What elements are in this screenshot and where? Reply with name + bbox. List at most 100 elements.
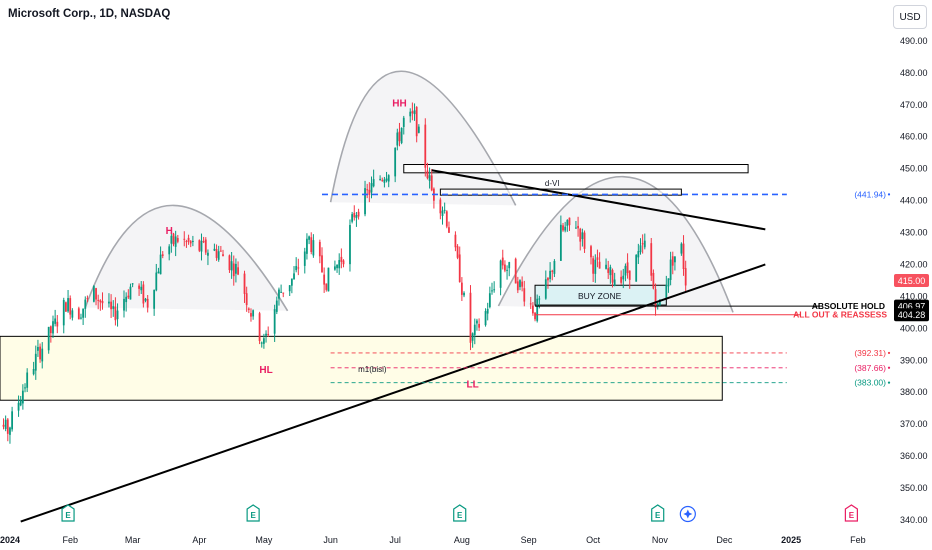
candle-body — [493, 289, 496, 291]
candle-body — [499, 260, 502, 288]
level-dot — [887, 351, 891, 355]
support-zone-box[interactable] — [0, 335, 723, 401]
candle-body — [669, 259, 672, 280]
candle-body — [47, 326, 50, 351]
candle-body — [637, 251, 640, 258]
candle-body — [2, 424, 5, 427]
candle-body — [306, 238, 308, 254]
candle-body — [11, 411, 14, 430]
candle-body — [303, 251, 306, 266]
candle-body — [131, 283, 134, 285]
earnings-icon[interactable]: E — [651, 504, 665, 522]
candle-body — [200, 240, 203, 252]
candle-body — [643, 240, 646, 248]
candle-body — [448, 227, 450, 233]
x-tick-label: Dec — [716, 535, 733, 545]
candle-body — [486, 308, 489, 314]
candle-body — [471, 333, 474, 341]
y-tick-label: 360.00 — [900, 451, 928, 461]
earnings-icon[interactable]: E — [453, 504, 467, 522]
candle-body — [207, 252, 209, 256]
candle-body — [204, 239, 207, 253]
earnings-icon-shape — [844, 504, 858, 522]
candle-body — [469, 292, 472, 343]
label-h: H — [166, 226, 173, 237]
candle-body — [428, 175, 431, 181]
candle-body — [183, 238, 186, 240]
x-tick-label: Jul — [389, 535, 401, 545]
candle-body — [228, 255, 231, 271]
candle-body — [260, 342, 263, 344]
x-tick-label: 2025 — [781, 535, 801, 545]
candle-body — [278, 289, 280, 299]
earnings-icon[interactable]: E — [61, 504, 75, 522]
candle-body — [674, 256, 676, 263]
candle-body — [353, 212, 356, 218]
uptrend-line[interactable] — [20, 263, 766, 523]
candle-body — [531, 305, 534, 314]
candle-body — [605, 264, 607, 269]
earnings-icon[interactable]: E — [246, 504, 260, 522]
candle-body — [17, 402, 20, 411]
earnings-icon-letter: E — [457, 511, 463, 520]
candle-body — [4, 419, 7, 429]
candle-body — [583, 232, 586, 249]
label-level-383-00: (383.00) — [854, 378, 886, 388]
earnings-icon[interactable]: E — [844, 504, 858, 522]
candle-body — [402, 117, 405, 127]
candle-body — [243, 273, 246, 294]
candle-body — [318, 241, 321, 257]
price-tag-all-out: 404.28 — [898, 310, 926, 320]
arc-dome-2 — [329, 70, 517, 206]
candle-body — [41, 348, 44, 362]
candle-body — [153, 289, 156, 309]
candle-body — [129, 286, 132, 300]
earnings-icon-shape — [246, 504, 260, 522]
arc-dome-3-fill — [498, 176, 734, 313]
candle-body — [635, 255, 638, 282]
candle-body — [398, 131, 401, 142]
y-tick-label: 470.00 — [900, 100, 928, 110]
candle-body — [396, 132, 399, 146]
candle-body — [213, 248, 216, 251]
y-tick-label: 420.00 — [900, 259, 928, 269]
candle-body — [267, 333, 270, 335]
x-tick-label: Aug — [454, 535, 470, 545]
candle-body — [385, 178, 388, 181]
candle-body — [596, 257, 599, 260]
candle-body — [65, 302, 67, 312]
candle-body — [426, 170, 429, 179]
candle-body — [458, 254, 461, 283]
candle-body — [312, 240, 315, 256]
candle-body — [97, 299, 100, 301]
candle-body — [336, 264, 338, 269]
downtrend-line[interactable] — [431, 169, 766, 231]
candle-body — [127, 295, 130, 298]
earnings-icon-shape — [453, 504, 467, 522]
arc-dome-1 — [84, 204, 289, 312]
y-tick-label: 340.00 — [900, 515, 928, 525]
candle-body — [146, 298, 149, 308]
candle-body — [519, 280, 521, 288]
price-tag-all-out-box — [894, 308, 929, 322]
candle-body — [549, 270, 552, 280]
candle-body — [366, 189, 369, 191]
price-tag-absolute-hold: 406.97 — [898, 301, 926, 311]
candle-body — [577, 225, 579, 229]
candle-body — [198, 240, 201, 251]
arc-dome-3 — [497, 175, 734, 313]
level-dot — [887, 366, 891, 369]
x-tick-label: Oct — [586, 535, 601, 545]
currency-button[interactable]: USD — [893, 5, 927, 29]
arc-dome-1-fill — [85, 205, 288, 311]
candle-body — [293, 273, 295, 280]
candle-body — [592, 258, 595, 274]
candle-body — [247, 308, 250, 310]
resistance-box-upper[interactable] — [403, 164, 749, 174]
candle-body — [559, 224, 562, 261]
candle-body — [56, 321, 59, 327]
candle-body — [140, 286, 143, 291]
candle-body — [222, 254, 224, 257]
candle-body — [290, 278, 293, 286]
